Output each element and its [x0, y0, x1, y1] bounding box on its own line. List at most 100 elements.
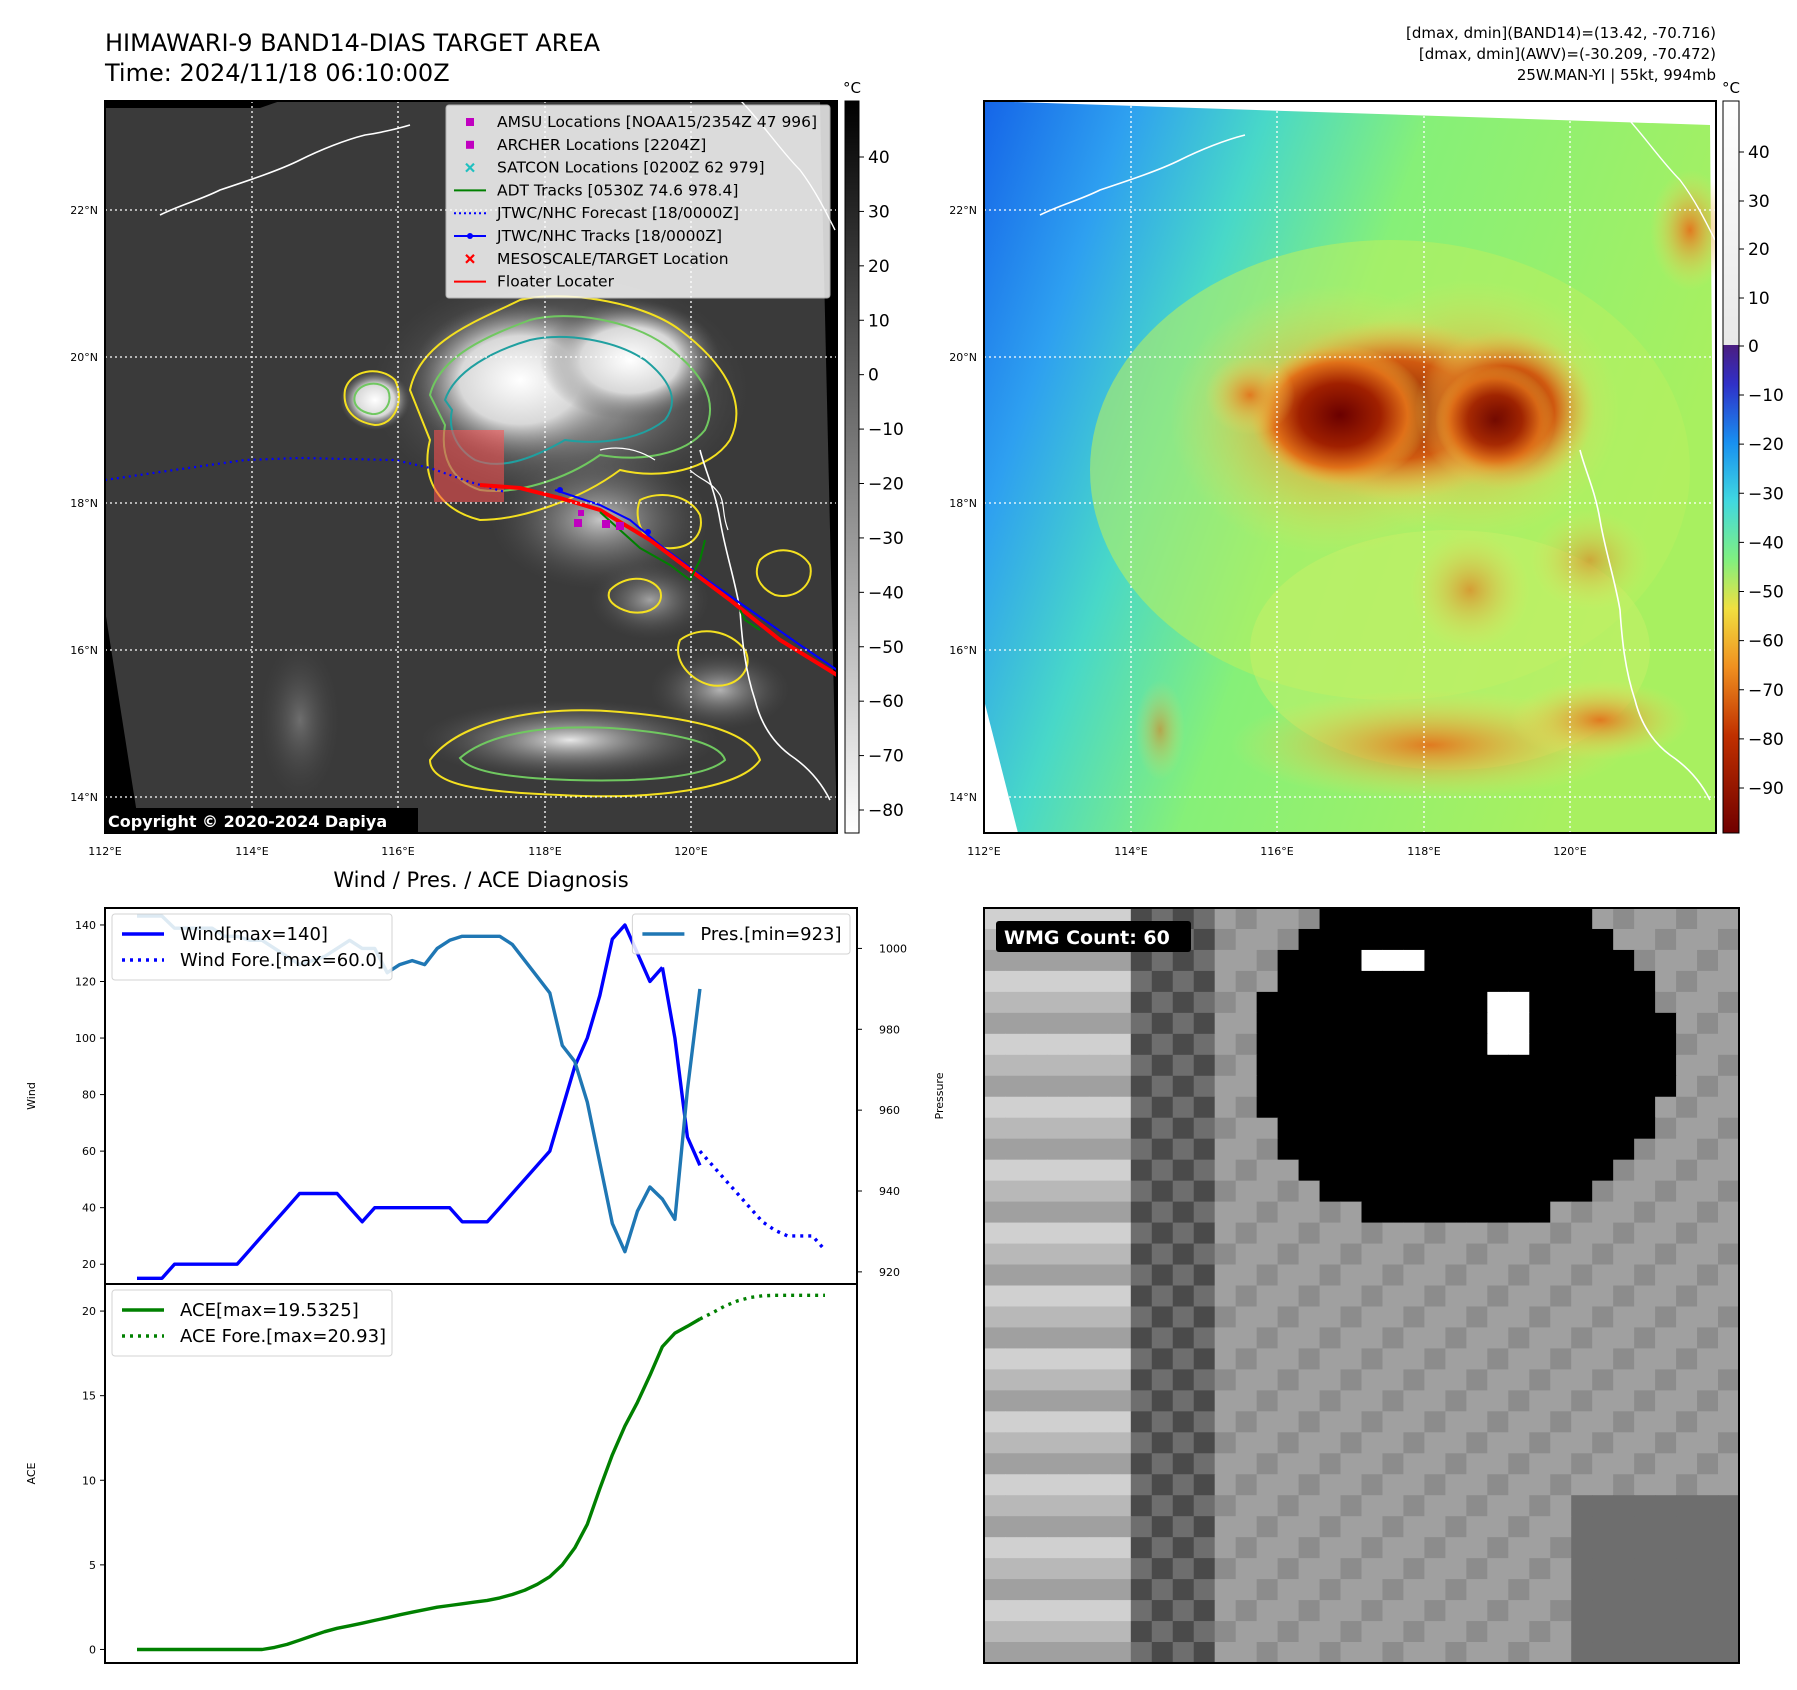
wmg-cell [1067, 1159, 1090, 1182]
wmg-cell [1718, 1264, 1739, 1287]
wmg-cell [1340, 970, 1363, 993]
wmg-cell [1172, 1558, 1195, 1580]
wmg-cell [1361, 1495, 1384, 1517]
colorbar-tick-label: −60 [1748, 632, 1784, 652]
wmg-cell [1361, 970, 1384, 993]
wmg-cell [1424, 1054, 1446, 1077]
wmg-cell [1403, 1579, 1426, 1601]
wmg-cell [1235, 928, 1258, 951]
wmg-cell [1613, 1558, 1635, 1580]
wmg-cell [1487, 1516, 1509, 1538]
wmg-cell [1088, 949, 1111, 972]
wmg-cell [1004, 1495, 1027, 1517]
wmg-cell [1214, 949, 1237, 972]
ir-map: 22°N 20°N 18°N 16°N 14°N 112°E 114°E 116… [70, 100, 838, 858]
wmg-cell [1487, 1621, 1509, 1643]
colorbar-tick-label: −10 [868, 420, 904, 440]
wmg-cell [1613, 1117, 1635, 1140]
wmg-cell [1697, 1243, 1719, 1266]
wmg-cell [1529, 1642, 1551, 1663]
wmg-cell [1088, 1117, 1111, 1140]
wmg-cell [1697, 1180, 1719, 1203]
wmg-cell [1613, 1621, 1635, 1643]
wmg-cell [1046, 1516, 1069, 1538]
wmg-cell [1319, 1285, 1342, 1308]
wmg-cell [1487, 1348, 1509, 1370]
wmg-cell [1088, 1600, 1111, 1622]
wmg-cell [1319, 1264, 1342, 1287]
wmg-cell [1109, 949, 1132, 972]
wmg-cell [1529, 1054, 1551, 1077]
wmg-cell [1340, 1348, 1363, 1370]
wmg-cell [1277, 1453, 1300, 1475]
wmg-cell [1508, 1621, 1530, 1643]
wmg-cell [1130, 1159, 1153, 1182]
wmg-cell [1424, 928, 1446, 951]
wmg-cell [1319, 1138, 1342, 1161]
wmg-cell [1424, 1537, 1446, 1559]
wmg-cell [1529, 1117, 1551, 1140]
wmg-cell [1025, 949, 1048, 972]
wmg-cell [1088, 1474, 1111, 1496]
wmg-cell [1214, 1642, 1237, 1663]
wmg-cell [1151, 1243, 1174, 1266]
wmg-cell [1361, 1243, 1384, 1266]
wmg-cell [1655, 1411, 1677, 1433]
wmg-cell [1466, 1180, 1488, 1203]
wmg-cell [1403, 1642, 1426, 1663]
wmg-cell [1193, 1642, 1216, 1663]
colorbar-tick-label: −60 [868, 692, 904, 712]
wmg-cell [1340, 1432, 1363, 1454]
wmg-cell [1256, 908, 1279, 930]
wmg-cell [1718, 970, 1739, 993]
wmg-cell [1319, 1180, 1342, 1203]
wmg-cell [1382, 1621, 1405, 1643]
wmg-cell [1256, 1411, 1279, 1433]
wmg-cell [1298, 1243, 1321, 1266]
wmg-cell [1004, 1516, 1027, 1538]
wmg-cell [1655, 1579, 1677, 1601]
wmg-cell [1214, 1558, 1237, 1580]
legend-label: SATCON Locations [0200Z 62 979] [497, 159, 765, 177]
wmg-cell [1214, 908, 1237, 930]
wmg-cell [1130, 949, 1153, 972]
wmg-cell [1088, 1243, 1111, 1266]
wmg-cell [1214, 1159, 1237, 1182]
wmg-cell [1004, 1558, 1027, 1580]
wmg-cell [1403, 908, 1426, 930]
wmg-cell [1634, 1327, 1656, 1350]
wmg-cell [1172, 1348, 1195, 1370]
wmg-cell [1655, 1306, 1677, 1329]
wmg-cell [1487, 1180, 1509, 1203]
wmg-cell [1361, 949, 1384, 972]
wmg-cell [1298, 1075, 1321, 1098]
wmg-cell [1529, 1390, 1551, 1412]
wmg-cell [1634, 1306, 1656, 1329]
wmg-cell [1025, 1453, 1048, 1475]
wmg-cell [1655, 1495, 1677, 1517]
wmg-cell [1487, 1390, 1509, 1412]
wmg-cell [1256, 1558, 1279, 1580]
wmg-cell [1676, 908, 1698, 930]
wmg-cell [1340, 1621, 1363, 1643]
wmg-cell [1088, 1369, 1111, 1391]
wmg-cell [1046, 1054, 1069, 1077]
wmg-cell [1613, 1537, 1635, 1559]
wmg-cell [1256, 1096, 1279, 1119]
colorbar-tick-label: 20 [868, 257, 890, 277]
wmg-cell [1634, 928, 1656, 951]
wmg-cell [1067, 1558, 1090, 1580]
wmg-cell [1382, 1558, 1405, 1580]
wmg-cell [1508, 1516, 1530, 1538]
wmg-cell [1193, 1264, 1216, 1287]
wmg-cell [1487, 1159, 1509, 1182]
wmg-cell [1634, 1600, 1656, 1622]
wmg-cell [1487, 1264, 1509, 1287]
wmg-cell [1340, 1159, 1363, 1182]
wmg-cell [1445, 1495, 1467, 1517]
wmg-cell [1403, 1432, 1426, 1454]
wmg-cell [1151, 1096, 1174, 1119]
wmg-cell [1466, 1054, 1488, 1077]
wmg-cell [1697, 1390, 1719, 1412]
wmg-cell [1130, 1033, 1153, 1056]
